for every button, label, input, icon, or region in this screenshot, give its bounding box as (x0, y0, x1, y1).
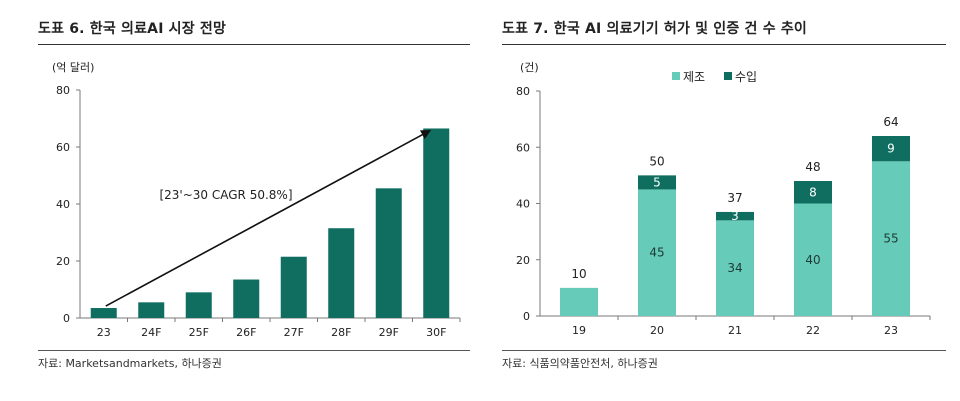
y-tick-label: 0 (523, 310, 530, 323)
x-tick-label: 22 (806, 324, 820, 337)
bar-segment (794, 203, 832, 316)
x-tick-label: 25F (189, 326, 209, 339)
y-tick-label: 20 (516, 254, 530, 267)
y-tick-label: 0 (63, 312, 70, 325)
approval-trend-chart: (건) 0 20 40 60 80 제조 수입 10 19 45 5 50 20 34 3 37 21 40 8 48… (516, 61, 931, 337)
bar (375, 188, 402, 318)
bar-segment (716, 211, 754, 221)
total-label: 48 (805, 160, 820, 174)
bar-segment (560, 287, 598, 316)
bar-segment (638, 189, 676, 316)
x-tick-label: 20 (650, 324, 664, 337)
approval-trend-panel: 도표 7. 한국 AI 의료기기 허가 및 인증 건 수 추이 (건) 0 20 4… (490, 0, 960, 401)
y-axis-unit: (억 달러) (52, 61, 94, 74)
bar (233, 279, 260, 318)
x-tick-label: 30F (426, 326, 446, 339)
legend-swatch (724, 72, 732, 80)
y-tick-label: 40 (56, 198, 70, 211)
source-note: 자료: 식품의약품안전처, 하나증권 (502, 357, 658, 370)
legend-swatch (672, 72, 680, 80)
x-tick-label: 27F (284, 326, 304, 339)
bar-segment (638, 175, 676, 190)
y-tick-label: 80 (56, 84, 70, 97)
total-label: 64 (883, 115, 898, 129)
bar-segment (716, 220, 754, 316)
market-forecast-panel: 도표 6. 한국 의료AI 시장 전망 (억 달러) 0 20 40 60 80 23 24… (0, 0, 470, 401)
cagr-annotation: [23'~30 CAGR 50.8%] (159, 188, 292, 202)
bar (185, 292, 212, 318)
bar (423, 128, 450, 318)
x-tick-label: 19 (572, 324, 586, 337)
x-tick-label: 23 (884, 324, 898, 337)
source-divider (502, 350, 946, 351)
total-label: 37 (727, 191, 742, 205)
y-tick-label: 80 (516, 85, 530, 98)
x-tick-label: 21 (728, 324, 742, 337)
legend-label: 제조 (683, 70, 705, 84)
y-tick-label: 40 (516, 198, 530, 211)
segment-label: 40 (805, 253, 820, 267)
segment-label: 3 (731, 209, 739, 223)
chart-title: 도표 7. 한국 AI 의료기기 허가 및 인증 건 수 추이 (502, 21, 808, 37)
bar-segment (872, 136, 910, 162)
source-note: 자료: Marketsandmarkets, 하나증권 (38, 357, 222, 370)
segment-label: 45 (649, 246, 664, 260)
total-label: 10 (571, 267, 586, 281)
cagr-arrow (105, 129, 432, 307)
x-tick-label: 24F (141, 326, 161, 339)
bar (280, 256, 307, 318)
legend-label: 수입 (735, 70, 757, 84)
bar-segment (794, 181, 832, 204)
x-tick-label: 26F (236, 326, 256, 339)
x-tick-label: 28F (331, 326, 351, 339)
x-tick-label: 29F (379, 326, 399, 339)
title-divider (502, 44, 946, 45)
segment-label: 9 (887, 142, 895, 156)
y-tick-label: 60 (56, 141, 70, 154)
y-axis-unit: (건) (520, 61, 539, 74)
bar (90, 308, 117, 318)
y-tick-label: 60 (516, 141, 530, 154)
segment-label: 5 (653, 175, 661, 189)
bar-segment (872, 161, 910, 316)
bar (328, 228, 355, 318)
x-tick-label: 23 (97, 326, 111, 339)
segment-label: 34 (727, 261, 742, 275)
segment-label: 55 (883, 232, 898, 246)
source-divider (38, 350, 470, 351)
y-tick-label: 20 (56, 255, 70, 268)
segment-label: 8 (809, 185, 817, 199)
market-forecast-chart: (억 달러) 0 20 40 60 80 23 24F 25F 26F 27F 28F 29F 30F [… (52, 61, 461, 339)
bar (138, 302, 165, 318)
title-divider (38, 44, 470, 45)
chart-title: 도표 6. 한국 의료AI 시장 전망 (38, 21, 227, 37)
total-label: 50 (649, 154, 664, 168)
